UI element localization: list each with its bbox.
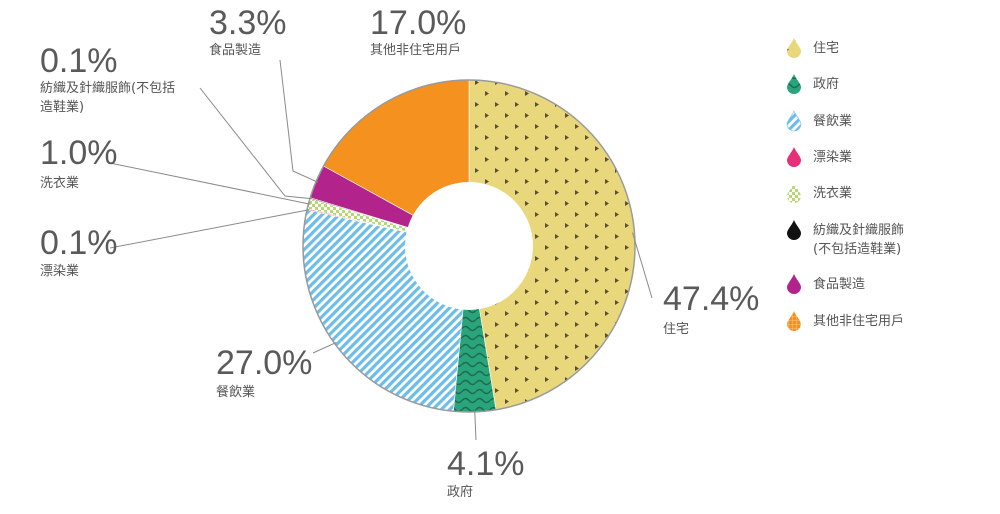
value-label-other: 17.0% xyxy=(370,4,466,42)
leader-line-residential xyxy=(632,232,653,299)
striped-droplet-icon xyxy=(786,110,802,132)
donut-ring xyxy=(302,79,636,413)
donut-hole xyxy=(405,182,533,310)
leader-line-restaurant xyxy=(312,341,337,354)
legend-label-restaurant: 餐飲業 xyxy=(813,113,852,129)
leader-line-textile xyxy=(199,87,313,200)
value-label-laundry: 1.0% xyxy=(40,134,118,172)
category-label-other: 其他非住宅用戶 xyxy=(370,43,461,58)
value-label-dyeing: 0.1% xyxy=(40,224,118,262)
legend-label-laundry: 洗衣業 xyxy=(813,185,852,201)
leader-line-laundry xyxy=(109,162,311,205)
category-label-government: 政府 xyxy=(447,485,473,500)
legend-label-residential: 住宅 xyxy=(813,41,839,56)
grid-droplet-icon xyxy=(787,311,801,331)
legend-label-other: 其他非住宅用戶 xyxy=(813,314,904,329)
droplet-icon xyxy=(787,147,801,167)
leader-line-dyeing xyxy=(109,209,310,249)
category-label-food: 食品製造 xyxy=(209,42,261,58)
value-label-textile: 0.1% xyxy=(40,42,118,80)
legend-label-textile: (不包括造鞋業) xyxy=(813,241,901,257)
leader-line-food xyxy=(279,59,319,183)
legend-label-dyeing: 漂染業 xyxy=(813,149,852,165)
category-label-laundry: 洗衣業 xyxy=(40,175,79,191)
droplet-icon xyxy=(787,274,801,294)
category-label-dyeing: 漂染業 xyxy=(40,263,79,279)
legend-label-government: 政府 xyxy=(813,77,839,92)
category-label-textile: 紡織及針織服飾(不包括 xyxy=(40,81,175,96)
value-label-government: 4.1% xyxy=(447,445,525,483)
droplet-icon xyxy=(787,220,801,240)
value-label-residential: 47.4% xyxy=(663,280,759,318)
category-label-restaurant: 餐飲業 xyxy=(216,384,255,400)
leader-line-government xyxy=(474,409,477,441)
category-label-textile: 造鞋業) xyxy=(40,99,84,115)
legend-label-food: 食品製造 xyxy=(813,276,865,292)
value-label-food: 3.3% xyxy=(209,4,287,42)
legend-label-textile: 紡織及針織服飾 xyxy=(813,223,904,238)
wave-droplet-icon xyxy=(787,74,801,94)
category-label-residential: 住宅 xyxy=(663,322,689,337)
dotted-droplet-icon xyxy=(787,38,801,58)
value-label-restaurant: 27.0% xyxy=(216,344,312,382)
checker-droplet-icon xyxy=(787,183,801,203)
